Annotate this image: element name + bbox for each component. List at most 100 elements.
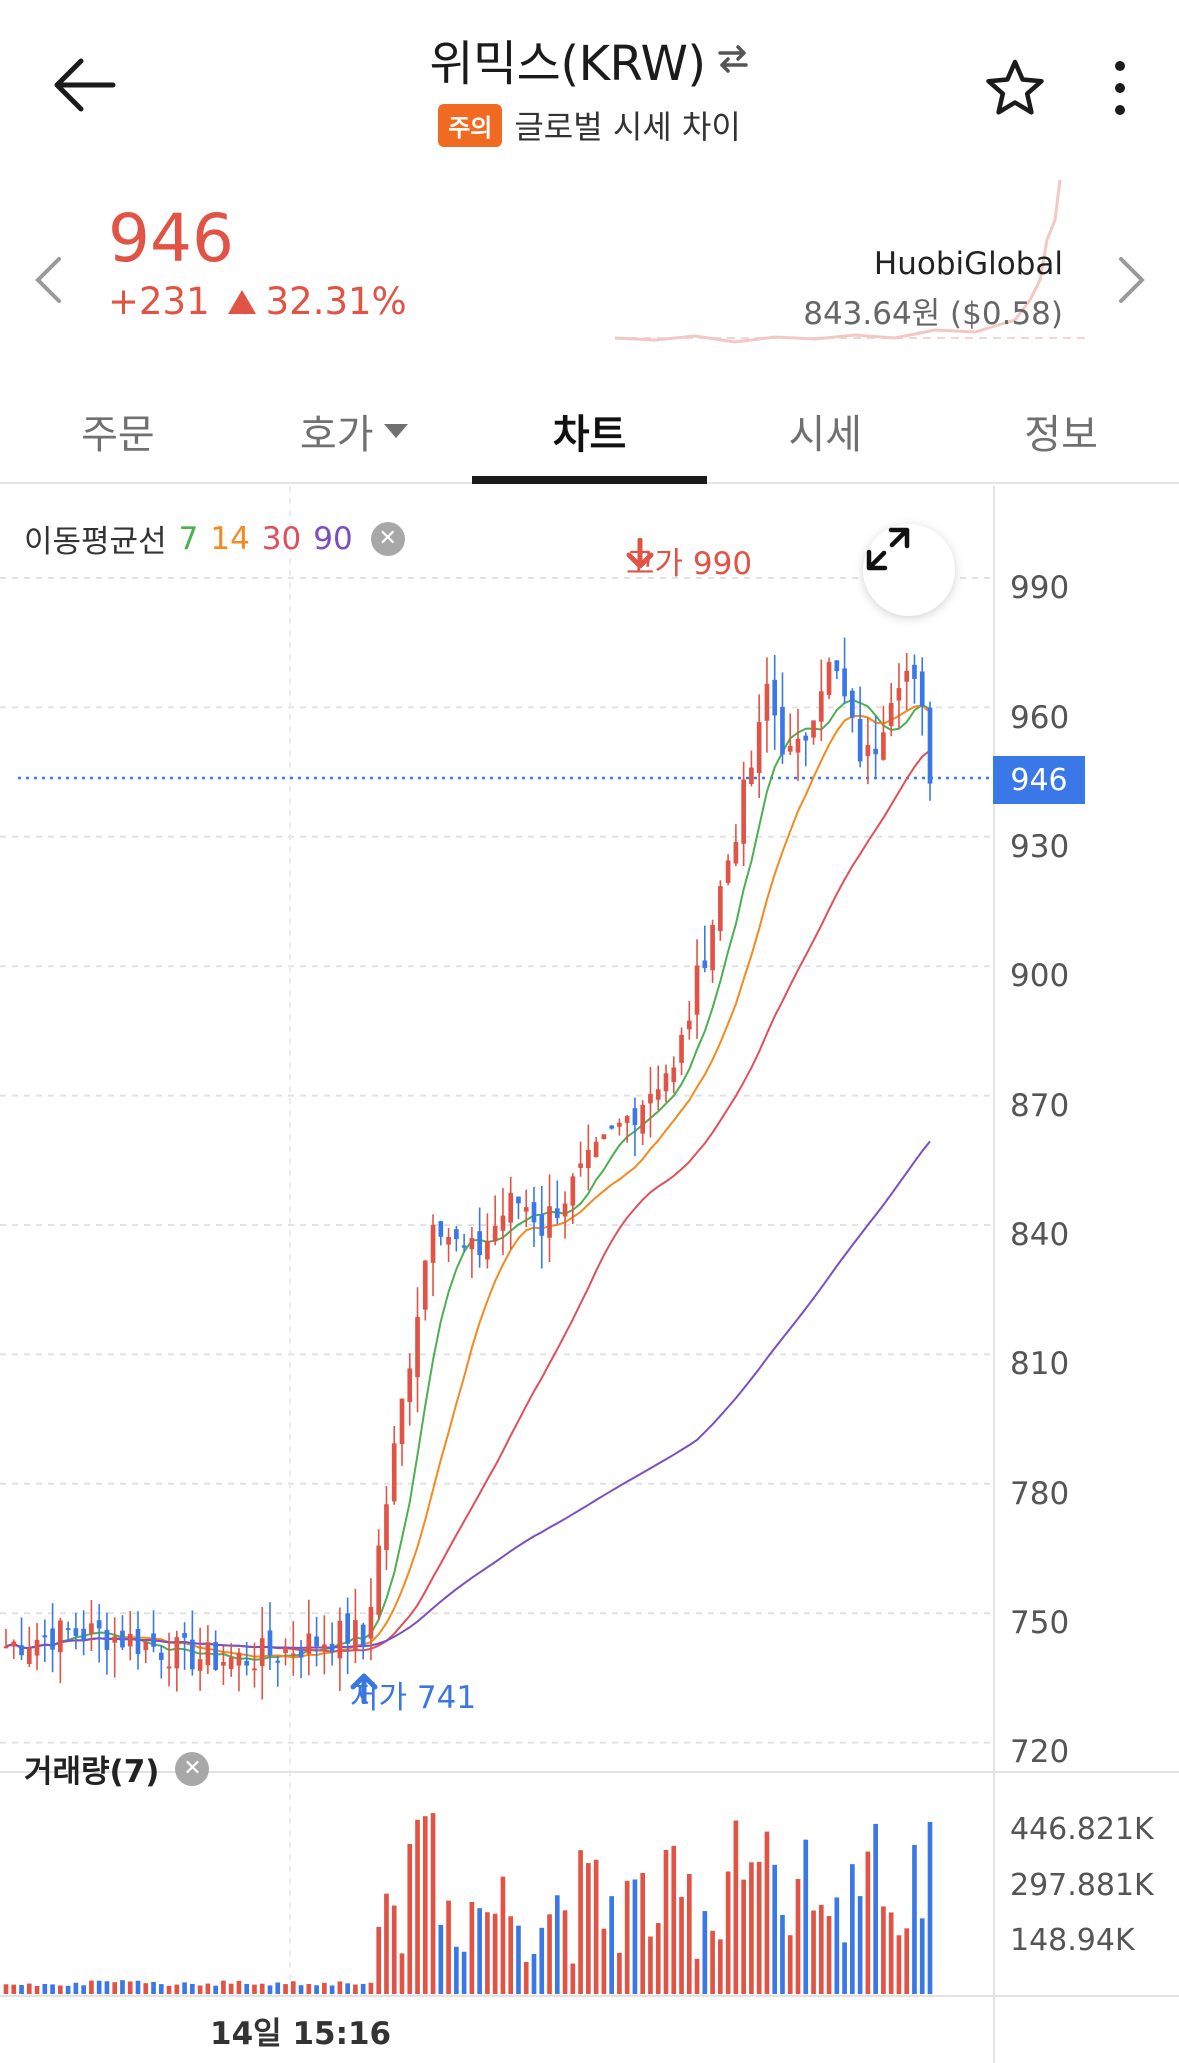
candle-body <box>531 1202 537 1223</box>
candle-body <box>283 1648 288 1653</box>
coin-title[interactable]: 위믹스(KRW) <box>429 24 749 94</box>
remove-ma-button[interactable]: ✕ <box>370 521 405 556</box>
volume-legend-label: 거래량(7) <box>24 1754 160 1790</box>
global-price-diff-label: 글로벌 시세 차이 <box>514 108 741 146</box>
back-button[interactable] <box>44 50 124 120</box>
volume-bar <box>725 1871 731 1994</box>
candle-body <box>197 1659 203 1671</box>
candle-body <box>81 1628 86 1641</box>
candle-body <box>640 1104 646 1134</box>
candle-body <box>314 1636 319 1647</box>
volume-bar <box>329 1985 335 1994</box>
candle-body <box>562 1203 568 1217</box>
ma-90-label: 90 <box>313 520 353 557</box>
remove-volume-button[interactable]: ✕ <box>175 1751 210 1786</box>
candle-body <box>259 1638 265 1667</box>
volume-bar <box>81 1985 86 1994</box>
more-vertical-icon <box>1115 61 1125 115</box>
star-icon <box>986 59 1044 115</box>
candle-body <box>850 690 855 718</box>
candle-body <box>718 886 723 932</box>
candle-body <box>151 1633 156 1647</box>
global-price-diff[interactable]: 주의 글로벌 시세 차이 <box>438 102 741 148</box>
low-price-label: 저가 741 <box>350 1672 476 1717</box>
volume-bar <box>415 1819 420 1994</box>
price-chart[interactable]: 이동평균선 7 14 30 90 ✕ 고가 990 946 990 960 93… <box>0 486 1179 2063</box>
swap-icon <box>717 45 748 73</box>
arrow-up-icon <box>350 1673 378 1704</box>
candle-body <box>368 1606 374 1639</box>
candle-body <box>523 1207 529 1212</box>
chart-canvas[interactable] <box>0 486 1179 2063</box>
candle-body <box>927 707 933 784</box>
ma-90-line <box>5 1140 931 1650</box>
volume-bar <box>826 1916 832 1994</box>
tab-info[interactable]: 정보 <box>943 380 1179 482</box>
fullscreen-button[interactable] <box>863 524 955 616</box>
volume-bar <box>438 1924 444 1994</box>
candle-body <box>725 860 731 883</box>
volume-bar <box>749 1862 754 1994</box>
y-tick: 810 <box>1010 1346 1070 1382</box>
tab-order[interactable]: 주문 <box>0 380 236 482</box>
more-button[interactable] <box>1095 48 1145 128</box>
candle-body <box>42 1635 48 1638</box>
candle-body <box>896 688 902 701</box>
next-market-button[interactable] <box>1102 240 1162 320</box>
expand-icon <box>866 527 910 571</box>
volume-tick: 148.94K <box>1010 1923 1135 1958</box>
volume-bar <box>648 1936 653 1994</box>
prev-market-button[interactable] <box>18 240 78 320</box>
volume-bar <box>469 1902 475 1994</box>
ma-30-label: 30 <box>261 520 302 557</box>
volume-bar <box>166 1985 172 1994</box>
volume-bar <box>919 1918 925 1994</box>
ma-7-line <box>5 698 931 1661</box>
volume-bar <box>531 1953 537 1994</box>
tab-orderbook[interactable]: 호가 <box>236 380 472 482</box>
y-tick: 720 <box>1010 1734 1070 1770</box>
candle-body <box>787 745 793 752</box>
candle-body <box>919 671 925 707</box>
tab-chart[interactable]: 차트 <box>471 380 708 484</box>
candle-body <box>120 1630 125 1648</box>
candle-body <box>135 1628 141 1655</box>
candle-body <box>655 1089 661 1100</box>
volume-bar <box>780 1914 785 1994</box>
volume-bar <box>306 1983 312 1994</box>
y-tick: 990 <box>1010 570 1070 606</box>
candle-body <box>570 1176 576 1206</box>
coin-title-text: 위믹스(KRW) <box>429 36 706 92</box>
volume-bar <box>593 1859 599 1994</box>
candle-body <box>663 1073 669 1092</box>
volume-bar <box>283 1984 288 1994</box>
volume-bar <box>818 1904 824 1994</box>
tab-quotes[interactable]: 시세 <box>707 380 943 482</box>
tab-orderbook-label: 호가 <box>299 412 374 458</box>
candle-body <box>679 1034 684 1063</box>
ma-14-line <box>5 704 931 1659</box>
volume-bar <box>516 1925 521 1994</box>
candle-body <box>11 1641 17 1647</box>
volume-bar <box>42 1983 48 1994</box>
candle-body <box>811 720 816 738</box>
candle-body <box>686 1020 692 1030</box>
volume-bar <box>477 1908 482 1994</box>
volume-bar <box>290 1981 296 1994</box>
exchange-price: 843.64원 ($0.58) <box>803 296 1063 332</box>
favorite-button[interactable] <box>975 48 1055 128</box>
candle-body <box>236 1652 242 1666</box>
candle-body <box>182 1632 187 1638</box>
volume-bar <box>485 1912 490 1994</box>
candle-body <box>617 1122 622 1127</box>
volume-bar <box>275 1982 281 1994</box>
candle-body <box>415 1316 420 1378</box>
time-axis-label: 14일 15:16 <box>210 2016 392 2052</box>
candle-body <box>306 1633 312 1654</box>
candle-body <box>275 1660 281 1663</box>
chevron-left-icon <box>35 257 61 303</box>
candle-body <box>422 1260 428 1310</box>
title-block: 위믹스(KRW) 주의 글로벌 시세 차이 <box>0 24 1179 148</box>
candle-body <box>89 1623 94 1634</box>
candle-body <box>601 1134 607 1139</box>
